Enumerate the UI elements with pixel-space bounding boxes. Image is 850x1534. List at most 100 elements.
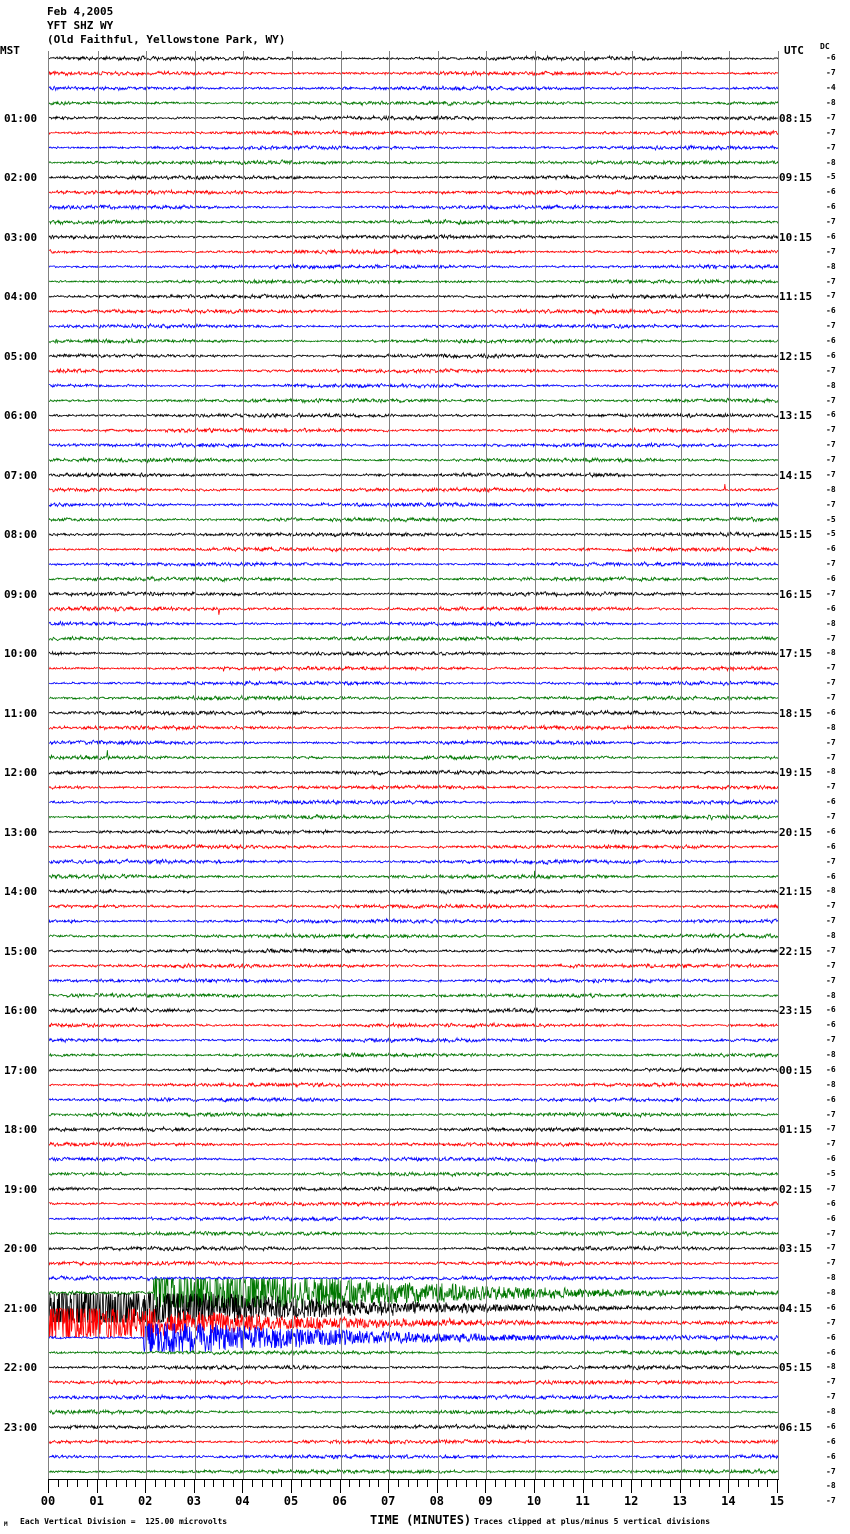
dc-offset-label: -8: [826, 1362, 836, 1372]
seismic-trace: [49, 159, 778, 166]
dc-offset-label: -7: [826, 1377, 836, 1387]
dc-offset-label: -6: [826, 797, 836, 807]
x-tick-minor: [767, 1479, 768, 1487]
x-tick-minor: [87, 1479, 88, 1487]
seismic-trace: [49, 54, 778, 62]
x-tick-minor: [602, 1479, 603, 1487]
x-tick-label: 14: [721, 1494, 736, 1508]
dc-offset-label: -7: [826, 276, 836, 286]
seismic-trace: [49, 709, 778, 717]
seismic-trace: [49, 1259, 778, 1268]
seismic-trace: [49, 991, 778, 999]
dc-offset-label: -7: [826, 1243, 836, 1253]
x-tick-minor: [310, 1479, 311, 1487]
dc-offset-label: -7: [826, 425, 836, 435]
dc-offset-label: -7: [826, 291, 836, 301]
dc-offset-label: -7: [826, 1228, 836, 1238]
seismic-trace: [49, 1140, 778, 1148]
x-tick-major: [583, 1479, 584, 1493]
dc-offset-label: -6: [826, 1020, 836, 1030]
dc-offset-label: -6: [826, 306, 836, 316]
x-tick-major: [194, 1479, 195, 1493]
dc-offset-label: -7: [826, 693, 836, 703]
x-tick-minor: [320, 1479, 321, 1487]
seismic-trace: [49, 426, 778, 434]
x-tick-minor: [515, 1479, 516, 1487]
seismic-trace: [49, 590, 778, 598]
x-tick-minor: [184, 1479, 185, 1487]
seismic-trace: [49, 292, 778, 300]
seismic-trace: [49, 665, 778, 673]
seismic-trace: [49, 1308, 778, 1338]
seismic-trace: [49, 738, 778, 747]
x-tick-minor: [77, 1479, 78, 1487]
x-tick-label: 03: [186, 1494, 202, 1508]
seismic-trace: [49, 456, 778, 464]
utc-time-label: 00:15: [779, 1063, 813, 1077]
dc-offset-label: -8: [826, 98, 836, 108]
dc-offset-label: -6: [826, 1094, 836, 1104]
dc-offset-label: -6: [826, 350, 836, 360]
seismic-trace: [49, 412, 778, 419]
x-tick-minor: [758, 1479, 759, 1487]
seismic-trace: [49, 1453, 778, 1460]
dc-offset-label: -6: [826, 707, 836, 717]
x-tick-minor: [262, 1479, 263, 1487]
seismic-trace: [49, 858, 778, 866]
seismic-trace: [49, 1378, 778, 1386]
dc-offset-label: -7: [826, 1466, 836, 1476]
x-tick-minor: [660, 1479, 661, 1487]
dc-offset-label: -7: [826, 455, 836, 465]
seismic-trace: [49, 367, 778, 375]
utc-time-label: 05:15: [779, 1361, 813, 1375]
utc-time-label: 15:15: [779, 528, 813, 542]
seismogram-plot-area[interactable]: [48, 51, 779, 1479]
dc-offset-label: -7: [826, 1124, 836, 1134]
seismic-trace: [49, 723, 778, 732]
dc-offset-label: -7: [826, 901, 836, 911]
header-station: YFT SHZ WY: [47, 19, 114, 32]
dc-offset-label: -6: [826, 841, 836, 851]
x-tick-minor: [408, 1479, 409, 1487]
x-tick-major: [291, 1479, 292, 1493]
dc-offset-label: -6: [826, 544, 836, 554]
x-tick-minor: [651, 1479, 652, 1487]
dc-offset-label: -7: [826, 1317, 836, 1327]
seismic-trace: [49, 114, 778, 122]
seismic-trace: [49, 798, 778, 806]
seismic-trace: [49, 129, 778, 137]
x-tick-label: 04: [235, 1494, 250, 1508]
axis-label-utc: UTC: [784, 44, 804, 57]
trace-canvas: [49, 54, 778, 1475]
seismic-trace: [49, 649, 778, 657]
seismic-trace: [49, 1125, 778, 1133]
header-date: Feb 4,2005: [47, 5, 114, 18]
seismic-trace: [49, 69, 778, 77]
x-tick-major: [242, 1479, 243, 1493]
seismic-trace: [49, 679, 778, 687]
x-tick-minor: [67, 1479, 68, 1487]
seismic-trace: [49, 932, 778, 940]
seismic-trace: [49, 1170, 778, 1178]
seismic-trace: [49, 962, 778, 970]
utc-time-label: 02:15: [779, 1182, 813, 1196]
dc-offset-label: -7: [826, 916, 836, 926]
dc-offset-label: -7: [826, 321, 836, 331]
dc-offset-label: -7: [826, 559, 836, 569]
x-tick-label: 00: [40, 1494, 56, 1508]
seismic-trace: [49, 203, 778, 211]
dc-offset-label: -5: [826, 514, 836, 524]
seismic-trace: [49, 605, 778, 615]
grid-line-minute-7: [389, 51, 390, 1479]
x-tick-label: 01: [89, 1494, 104, 1508]
x-tick-minor: [272, 1479, 273, 1487]
seismic-trace: [49, 769, 778, 777]
dc-offset-label: -8: [826, 648, 836, 658]
dc-offset-label: -6: [826, 202, 836, 212]
seismic-trace: [49, 322, 778, 330]
seismic-trace: [49, 1408, 778, 1416]
seismic-trace: [49, 516, 778, 523]
dc-offset-label: -6: [826, 1005, 836, 1015]
x-tick-major: [534, 1479, 535, 1493]
x-tick-major: [388, 1479, 389, 1493]
